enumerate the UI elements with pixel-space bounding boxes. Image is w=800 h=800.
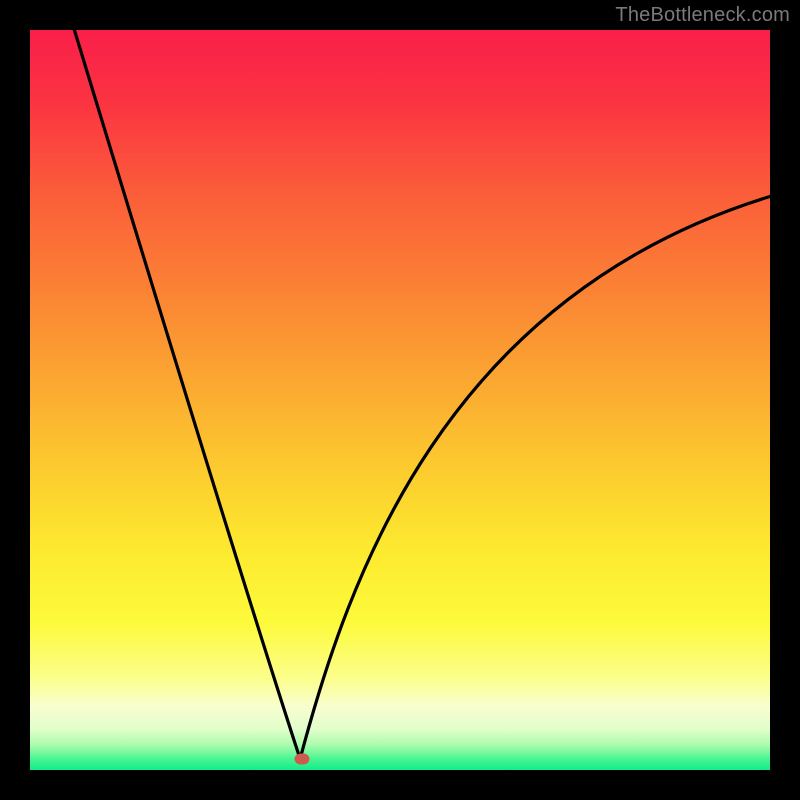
bottleneck-curve — [30, 30, 770, 770]
minimum-marker — [294, 753, 309, 764]
watermark-text: TheBottleneck.com — [615, 4, 790, 27]
plot-area — [30, 30, 770, 770]
